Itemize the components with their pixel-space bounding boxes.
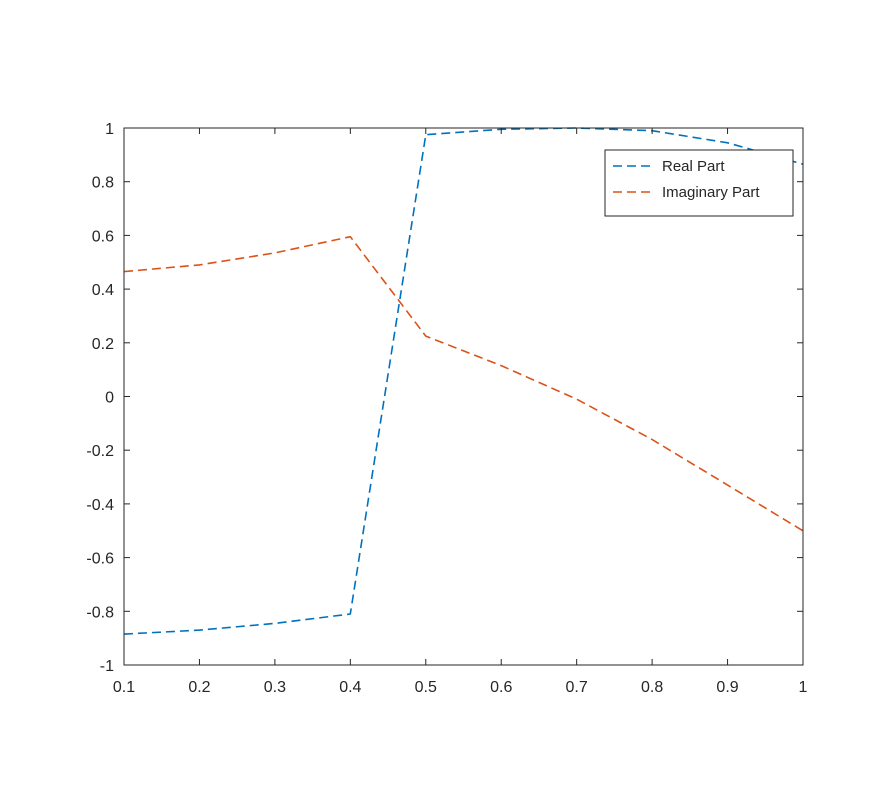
- x-tick-label: 0.9: [716, 679, 738, 696]
- x-tick-label: 0.4: [339, 679, 361, 696]
- x-tick-label: 0.5: [415, 679, 437, 696]
- x-tick-label: 0.3: [264, 679, 286, 696]
- legend-box: [604, 149, 794, 217]
- y-tick-label: -0.6: [86, 551, 114, 568]
- x-tick-label: 0.1: [113, 679, 135, 696]
- legend-label-2: Imaginary Part: [662, 184, 760, 201]
- y-tick-label: 0.6: [92, 228, 114, 245]
- y-tick-label: 0.2: [92, 336, 114, 353]
- y-tick-label: -0.2: [86, 443, 114, 460]
- legend: Real Part Imaginary Part: [604, 149, 794, 217]
- x-tick-label: 0.8: [641, 679, 663, 696]
- y-tick-label: -0.8: [86, 604, 114, 621]
- y-tick-label: -1: [100, 658, 114, 675]
- series-line-2: [123, 235, 804, 532]
- y-tick-label: 0: [105, 390, 114, 407]
- plot-area: [124, 128, 803, 665]
- legend-label-1: Real Part: [662, 158, 725, 175]
- x-tick-label: 0.6: [490, 679, 512, 696]
- y-tick-label: 1: [105, 121, 114, 138]
- y-tick-label: 0.4: [92, 282, 114, 299]
- x-tick-label: 0.7: [566, 679, 588, 696]
- x-tick-label: 1: [799, 679, 808, 696]
- y-tick-label: 0.8: [92, 175, 114, 192]
- tick-layer: 0.1 0.2 0.3 0.4 0.5 0.6 0.7 0.8 0.9 1 -1 -0.8 -0.6 -0…: [86, 121, 807, 696]
- series-layer: [123, 127, 804, 635]
- series-line-1: [123, 127, 804, 635]
- x-tick-label: 0.2: [188, 679, 210, 696]
- y-tick-label: -0.4: [86, 497, 114, 514]
